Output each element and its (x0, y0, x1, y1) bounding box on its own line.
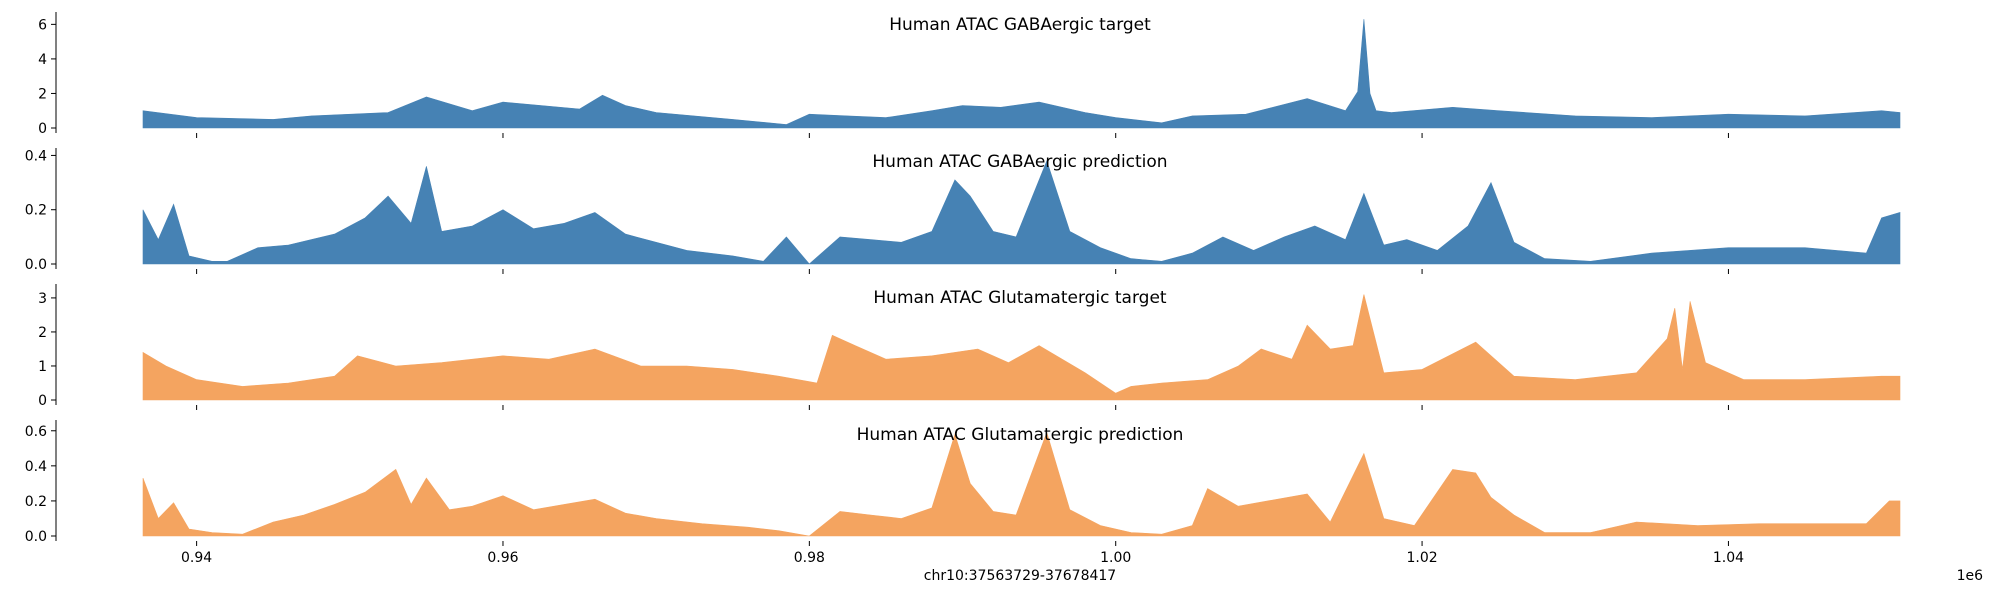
x-tick-label: 1.02 (1406, 550, 1437, 566)
panel-3: 0 1 2 3 Human ATAC Glutamatergic target (38, 284, 1901, 410)
x-tick-label: 1.00 (1100, 550, 1131, 566)
y-tick-label: 0.0 (25, 257, 47, 273)
y-tick-label: 0.0 (25, 529, 47, 545)
panel-1: 0 2 4 6 Human ATAC GABAergic target (38, 12, 1901, 138)
y-tick-label: 0 (38, 393, 47, 409)
y-tick-label: 0.4 (25, 459, 47, 475)
y-tick-label: 0.6 (25, 424, 47, 440)
y-tick-label: 2 (38, 86, 47, 102)
x-tick-label: 1.04 (1713, 550, 1744, 566)
panel-title: Human ATAC GABAergic target (889, 15, 1151, 35)
x-axis-offset-label: 1e6 (1957, 568, 1984, 584)
panel-title: Human ATAC Glutamatergic prediction (857, 425, 1184, 445)
y-tick-label: 0.4 (25, 148, 47, 164)
area-series-1 (142, 19, 1901, 129)
y-tick-label: 0.2 (25, 494, 47, 510)
x-axis-label: chr10:37563729-37678417 (924, 568, 1116, 584)
y-tick-label: 3 (38, 291, 47, 307)
y-tick-label: 6 (38, 17, 47, 33)
panel-title: Human ATAC GABAergic prediction (872, 152, 1167, 172)
panel-title: Human ATAC Glutamatergic target (873, 288, 1167, 308)
panel-2: 0.0 0.2 0.4 Human ATAC GABAergic prediction (25, 148, 1901, 274)
chart-panels: 0 2 4 6 Human ATAC GABAergic target 0.0 0.2 0.4… (25, 12, 1901, 566)
x-tick-label: 0.96 (487, 550, 518, 566)
y-tick-label: 0.2 (25, 203, 47, 219)
y-tick-label: 0 (38, 121, 47, 137)
x-tick-label: 0.94 (181, 550, 212, 566)
area-series-3 (142, 294, 1901, 401)
y-tick-label: 4 (38, 52, 47, 68)
y-tick-label: 1 (38, 359, 47, 375)
y-tick-label: 2 (38, 325, 47, 341)
area-series-4 (142, 431, 1901, 537)
area-series-2 (142, 160, 1901, 265)
panel-4: 0.0 0.2 0.4 0.6 0.94 0.96 0.98 1.00 1.02 1.04 Huma… (25, 420, 1901, 566)
x-tick-label: 0.98 (794, 550, 825, 566)
